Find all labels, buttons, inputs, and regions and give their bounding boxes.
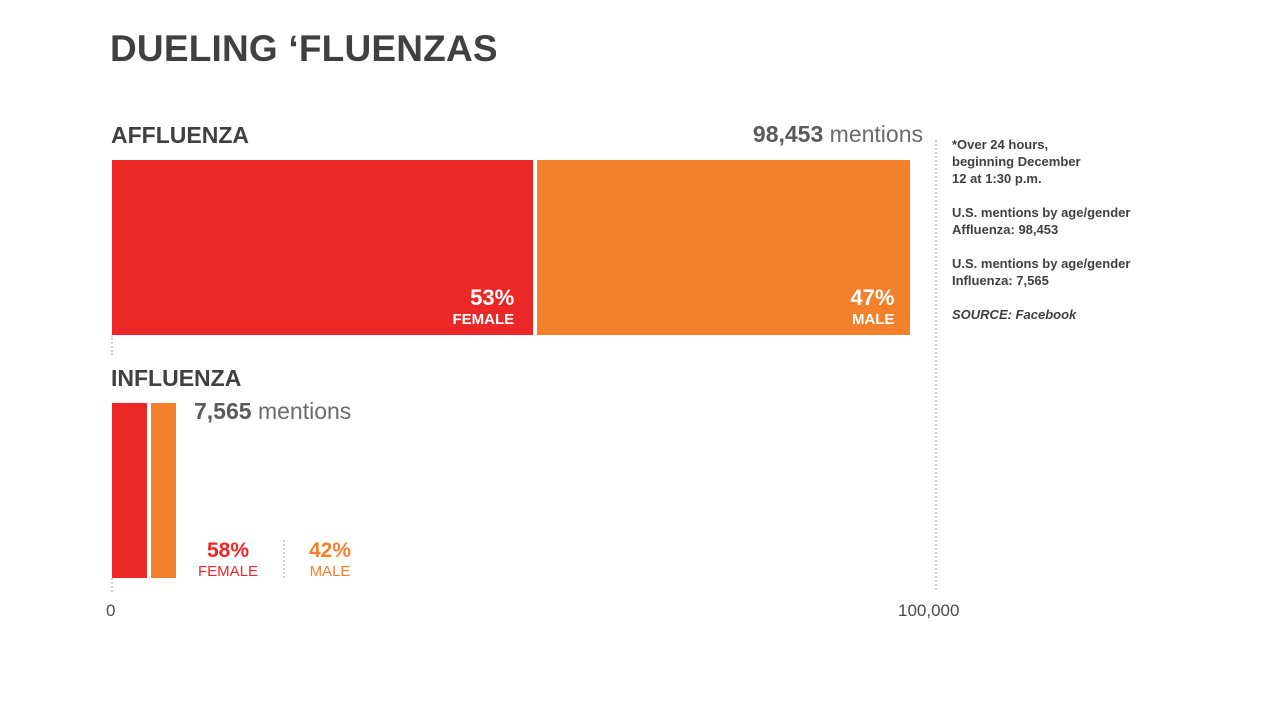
affluenza-male-bar: 47% MALE — [537, 160, 911, 335]
influenza-female-bar — [112, 403, 148, 578]
affluenza-male-label: MALE — [851, 311, 895, 328]
affluenza-female-pct: 53% — [470, 285, 515, 310]
influenza-male-pct: 42% — [308, 539, 352, 562]
affluenza-female-bar: 53% FEMALE — [112, 160, 534, 335]
affluenza-count: 98,453 — [752, 121, 824, 147]
affluenza-male-pct: 47% — [850, 285, 895, 310]
affluenza-mentions: 98,453 mentions — [753, 121, 923, 148]
influenza-male-value: 42% MALE — [300, 540, 360, 579]
axis-zero-guide-upper — [111, 335, 113, 355]
note-affluenza-line2: Affluenza: 98,453 — [952, 222, 1059, 237]
note-period-line2: beginning December — [952, 154, 1081, 169]
note-period: *Over 24 hours, beginning December 12 at… — [952, 136, 1192, 187]
note-influenza-line1: U.S. mentions by age/gender — [952, 256, 1131, 271]
note-source: SOURCE: Facebook — [952, 307, 1077, 322]
note-period-line1: *Over 24 hours, — [952, 137, 1049, 152]
influenza-female-value: 58% FEMALE — [192, 540, 264, 579]
note-influenza: U.S. mentions by age/gender Influenza: 7… — [952, 255, 1192, 289]
affluenza-female-label: FEMALE — [452, 311, 515, 328]
chart-notes: *Over 24 hours, beginning December 12 at… — [952, 136, 1192, 340]
axis-tick-max: 100,000 — [898, 601, 960, 620]
influenza-mentions: 7,565 mentions — [194, 398, 351, 425]
affluenza-label: AFFLUENZA — [111, 122, 249, 148]
note-period-line3: 12 at 1:30 p.m. — [952, 171, 1042, 186]
influenza-male-bar — [151, 403, 176, 578]
influenza-male-label: MALE — [309, 563, 351, 580]
axis-tick-min: 0 — [106, 601, 116, 620]
note-affluenza: U.S. mentions by age/gender Affluenza: 9… — [952, 204, 1192, 238]
influenza-label-divider — [283, 540, 285, 578]
chart-title: DUELING ‘FLUENZAS — [110, 28, 498, 69]
affluenza-female-value: 53% FEMALE — [452, 285, 515, 328]
influenza-mentions-word: mentions — [257, 398, 352, 424]
axis-zero-guide-lower — [111, 578, 113, 592]
influenza-label: INFLUENZA — [111, 365, 242, 391]
affluenza-mentions-word: mentions — [829, 121, 923, 147]
note-influenza-line2: Influenza: 7,565 — [952, 273, 1049, 288]
influenza-female-label: FEMALE — [197, 563, 258, 580]
influenza-count: 7,565 — [194, 398, 252, 424]
influenza-female-pct: 58% — [206, 539, 250, 562]
axis-max-guide — [935, 140, 937, 590]
affluenza-male-value: 47% MALE — [850, 285, 895, 328]
note-affluenza-line1: U.S. mentions by age/gender — [952, 205, 1131, 220]
